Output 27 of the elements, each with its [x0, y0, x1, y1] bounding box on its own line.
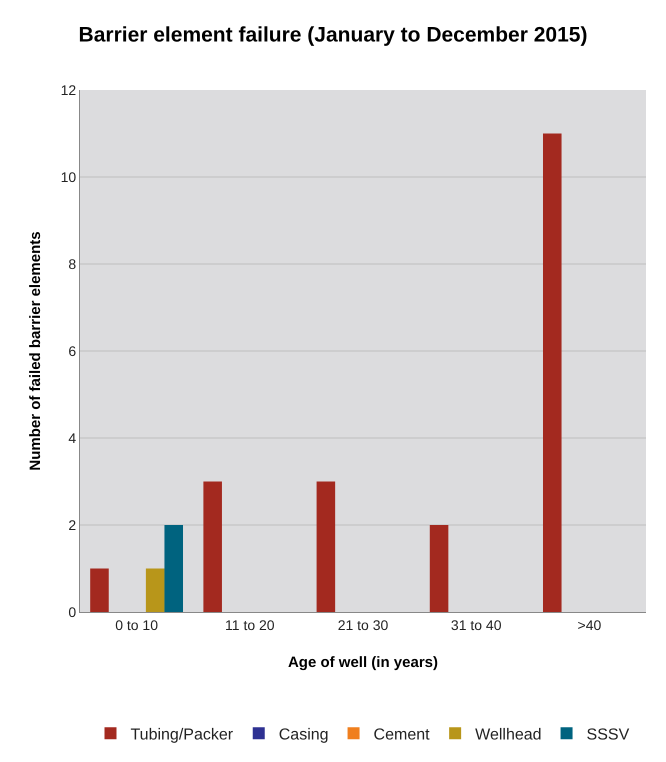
x-tick-label: 31 to 40 [450, 616, 502, 633]
y-tick-label: 2 [68, 516, 76, 533]
x-axis-title: Age of well (in years) [288, 654, 438, 671]
chart-title: Barrier element failure (January to December 2015) [78, 23, 588, 46]
y-tick-label: 12 [60, 82, 76, 98]
legend-label: Casing [278, 726, 329, 744]
bar [146, 568, 164, 612]
y-tick-label: 10 [60, 168, 76, 185]
y-tick-label: 4 [68, 430, 76, 446]
x-tick-label: 21 to 30 [338, 616, 389, 633]
x-tick-label: 11 to 20 [225, 616, 275, 633]
y-axis-title: Number of failed barrier elements [27, 231, 44, 471]
y-tick-label: 6 [68, 342, 76, 359]
y-tick-label: 8 [68, 256, 76, 272]
x-tick-label: >40 [578, 616, 602, 633]
legend-label: Tubing/Packer [130, 726, 234, 744]
bar [316, 482, 336, 612]
bar [542, 134, 562, 612]
legend-label: Cement [374, 726, 430, 744]
bar [430, 525, 448, 612]
bar [90, 568, 109, 612]
bar [164, 525, 184, 612]
legend-label: SSSV [586, 726, 630, 744]
x-tick-label: 0 to 10 [115, 616, 158, 633]
y-tick-label: 0 [68, 604, 76, 620]
bar [203, 482, 222, 612]
legend-label: Wellhead [475, 726, 542, 744]
